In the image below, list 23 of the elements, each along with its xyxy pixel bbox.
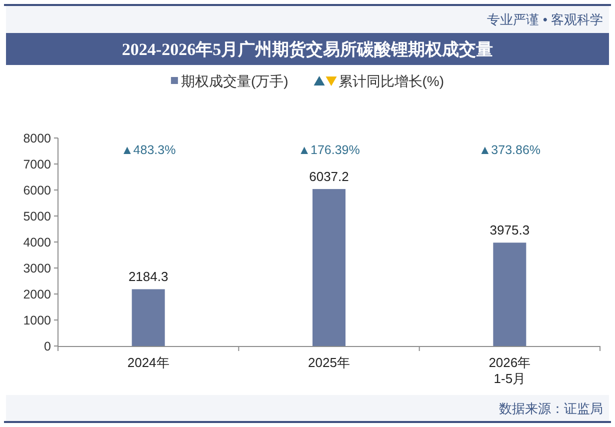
data-label: 6037.2: [309, 169, 349, 184]
y-tick-label: 6000: [23, 184, 52, 198]
y-tick-label: 4000: [23, 236, 52, 250]
x-tick-label: 2025年: [308, 355, 350, 370]
annotation: 专业严谨 • 客观科学: [487, 12, 603, 27]
legend: 期权成交量(万手): [170, 73, 288, 89]
y-tick-label: 8000: [23, 132, 52, 146]
y-tick-label: 2000: [23, 288, 52, 302]
annotation: 数据来源：证监局: [499, 401, 603, 416]
annotation: ▲373.86%: [478, 143, 541, 157]
title: 2024-2026年5月广州期货交易所碳酸锂期权成交量: [122, 40, 494, 59]
y-tick-label: 5000: [23, 210, 52, 224]
y-tick-label: 7000: [23, 158, 52, 172]
data-label: 3975.3: [490, 222, 530, 238]
y-tick-label: 3000: [23, 262, 52, 276]
annotation: ▲176.39%: [298, 143, 360, 157]
annotation: ▲483.3%: [120, 143, 176, 157]
y-tick-label: 1000: [23, 314, 52, 328]
x-tick-label: 2024年: [127, 355, 170, 370]
y-tick-label: 0: [44, 340, 52, 354]
x-tick-label: 2026年 1-5月: [488, 355, 531, 386]
annotation: 累计同比增长(%): [338, 73, 444, 89]
data-label: 2184.3: [128, 269, 168, 284]
